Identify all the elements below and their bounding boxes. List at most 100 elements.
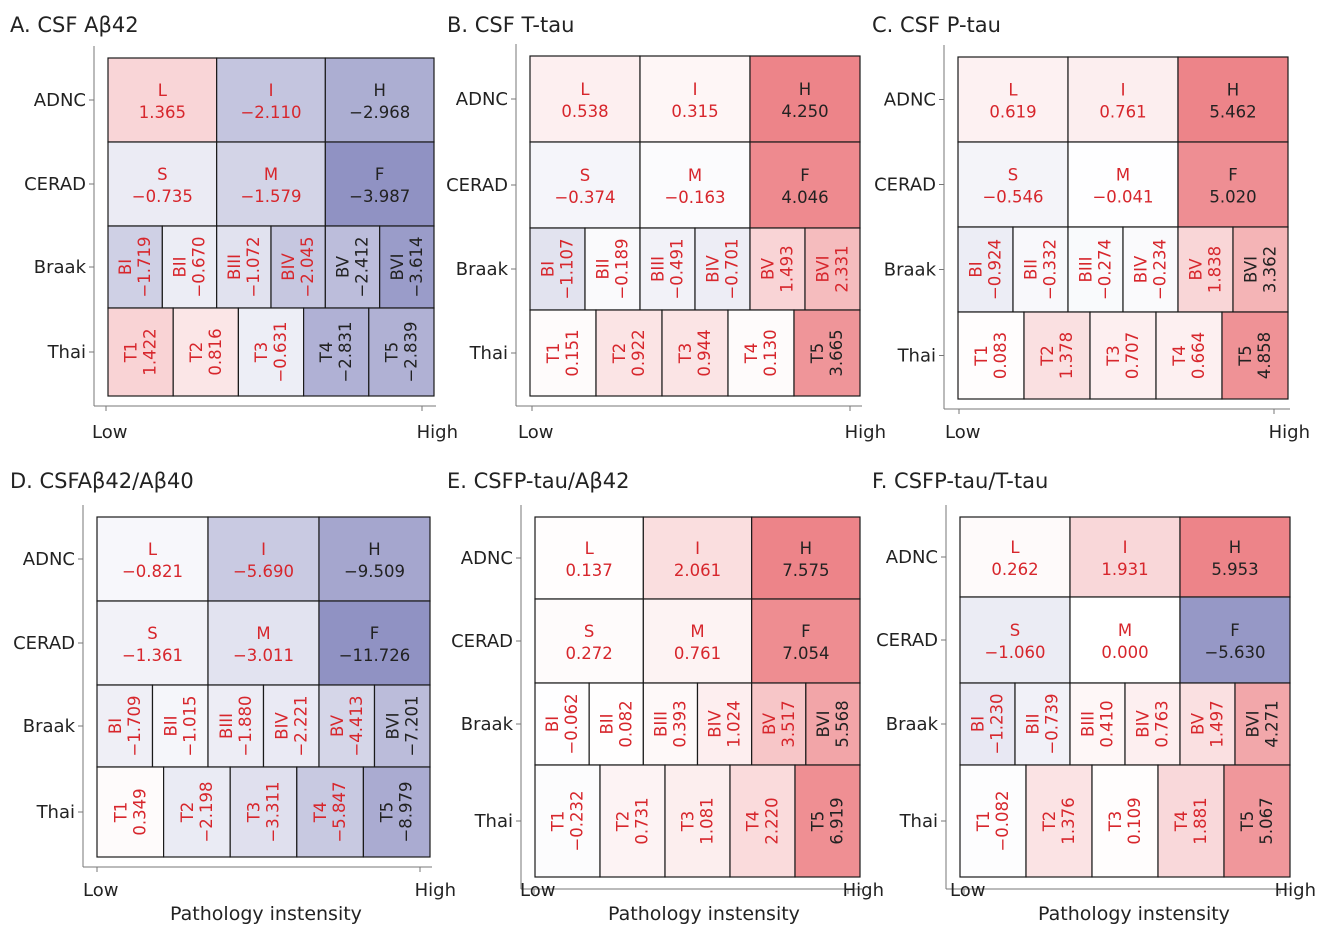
cell-label: T3 (1104, 345, 1123, 367)
cell-text-group: BV 1.497 (1189, 700, 1227, 747)
cell-value: 2.220 (763, 797, 782, 844)
heatmap-cell-i (642, 516, 753, 600)
y-tick-label-braak: Braak (886, 714, 939, 735)
cell-value: 0.944 (695, 329, 714, 376)
cell-text-group: T3 0.944 (676, 329, 714, 376)
cell-text-group: T2 −2.198 (178, 781, 216, 842)
heatmap-cell-m (642, 598, 753, 684)
cell-text-group: BIII −0.274 (1077, 239, 1115, 300)
cell-value: 3.665 (827, 329, 846, 376)
heatmap-cell-i (207, 516, 320, 602)
cell-text-group: T4 2.220 (744, 797, 782, 844)
cell-text-group: BIII 0.393 (651, 700, 689, 747)
cell-value: −0.062 (562, 693, 581, 754)
cell-value: −0.739 (1043, 693, 1062, 754)
cell-label: BIII (225, 254, 244, 280)
y-tick-label-adnc: ADNC (456, 89, 508, 110)
heatmap-cell-l (534, 516, 644, 600)
heatmap-cell-t4 (303, 307, 370, 397)
cell-label: L (1010, 538, 1020, 557)
cell-label: S (157, 165, 167, 184)
cell-value: −1.361 (122, 646, 183, 665)
cell-label: S (147, 624, 157, 643)
cell-value: 0.410 (1098, 700, 1117, 747)
panel-title: D. CSFAβ42/Aβ40 (10, 469, 194, 493)
cell-label: T2 (610, 343, 629, 365)
cell-label: BV (328, 714, 347, 737)
cell-text-group: BVI 2.331 (814, 245, 852, 292)
cell-value: −1.880 (236, 695, 255, 756)
cell-text-group: BIII 0.410 (1079, 700, 1117, 747)
cell-label: L (148, 540, 158, 559)
heatmap-cell-bi (529, 227, 586, 311)
heatmap-cell-t2 (599, 764, 666, 878)
cell-text-group: BIII −1.880 (217, 695, 255, 756)
cell-value: −1.230 (988, 693, 1007, 754)
heatmap-cell-l (96, 516, 209, 602)
heatmap-cell-biv (262, 684, 320, 768)
cell-label: BIV (1132, 255, 1151, 283)
cell-value: −2.221 (291, 695, 310, 756)
cell-value: −7.201 (402, 695, 421, 756)
cell-label: T5 (1238, 811, 1257, 833)
cell-value: 0.137 (566, 561, 613, 580)
cell-value: 0.922 (629, 329, 648, 376)
heatmap-cell-biii (207, 684, 265, 768)
y-tick-label-cerad: CERAD (446, 175, 508, 196)
cell-text-group: T4 0.664 (1170, 332, 1208, 379)
cell-text-group: T1 0.151 (544, 329, 582, 376)
cell-label: M (1118, 621, 1132, 640)
heatmap-cell-t1 (107, 307, 174, 397)
cell-value: −3.614 (407, 236, 426, 297)
cell-label: F (800, 166, 810, 185)
cell-label: T5 (1236, 345, 1255, 367)
cell-text-group: T1 1.422 (122, 328, 160, 375)
cell-value: 0.761 (674, 644, 721, 663)
cell-text-group: BII 0.082 (597, 700, 635, 747)
cell-text-group: T1 −0.232 (549, 790, 587, 851)
cell-label: F (801, 622, 811, 641)
cell-value: −1.579 (240, 187, 301, 206)
cell-label: I (695, 539, 700, 558)
cell-value: 3.517 (779, 700, 798, 747)
heatmap-cell-t1 (959, 764, 1027, 878)
cell-value: −4.413 (347, 695, 366, 756)
cell-text-group: BIII −1.072 (225, 236, 263, 297)
cell-label: I (261, 540, 266, 559)
cell-value: 0.262 (991, 560, 1038, 579)
cell-label: F (1230, 621, 1240, 640)
cell-value: −1.060 (984, 643, 1045, 662)
y-tick-label-braak: Braak (23, 716, 76, 737)
cell-label: L (158, 81, 168, 100)
heatmap-cell-h (1177, 56, 1289, 143)
cell-value: 7.575 (782, 561, 829, 580)
cell-label: L (585, 539, 595, 558)
cell-value: 6.919 (828, 797, 847, 844)
cell-label: T3 (1106, 811, 1125, 833)
heatmap-cell-l (529, 55, 641, 143)
x-tick-label-high: High (415, 880, 456, 901)
cell-text-group: BV 3.517 (760, 700, 798, 747)
cell-text-group: T3 0.109 (1106, 797, 1144, 844)
cell-value: 0.538 (561, 102, 608, 121)
cell-label: T4 (317, 342, 336, 364)
heatmap-cell-h (324, 57, 435, 143)
cell-label: BII (1024, 713, 1043, 734)
cell-value: −8.979 (397, 781, 416, 842)
cell-label: BII (594, 258, 613, 279)
cell-label: BI (967, 261, 986, 277)
cell-label: H (799, 80, 811, 99)
cell-text-group: T4 0.130 (742, 329, 780, 376)
cell-text-group: T5 3.665 (808, 329, 846, 376)
cell-text-group: BI −0.062 (543, 693, 581, 754)
cell-value: 5.953 (1211, 560, 1258, 579)
cell-value: 0.109 (1125, 797, 1144, 844)
y-tick-label-thai: Thai (47, 342, 86, 363)
y-tick-label-cerad: CERAD (451, 631, 513, 652)
cell-text-group: BI −1.719 (116, 236, 154, 297)
cell-value: −0.924 (986, 239, 1005, 300)
cell-text-group: BV 1.493 (759, 245, 797, 292)
cell-value: −0.082 (993, 790, 1012, 851)
heatmap-cell-biii (642, 682, 699, 766)
cell-label: BV (1187, 258, 1206, 281)
